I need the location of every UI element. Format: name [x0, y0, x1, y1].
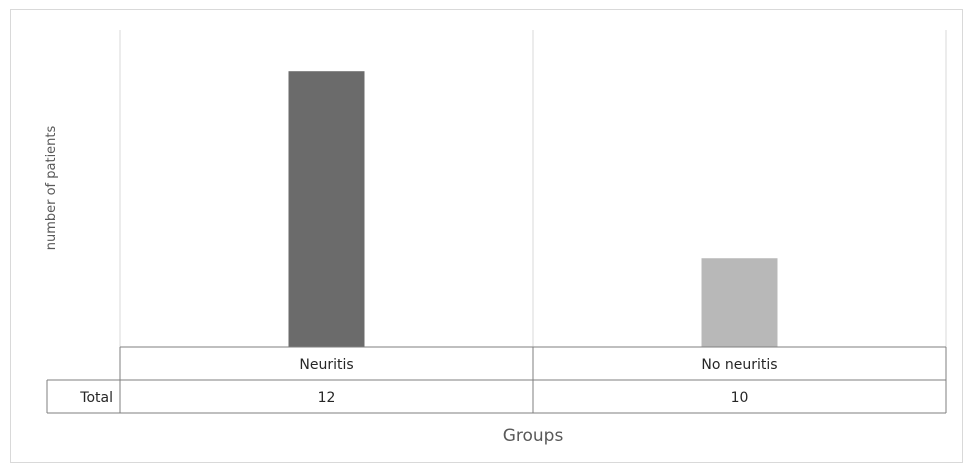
- series-row-label: Total: [79, 390, 113, 406]
- value-label-neuritis: 12: [318, 390, 336, 406]
- bars-group: [288, 71, 778, 348]
- x-axis-label: Groups: [503, 426, 564, 446]
- y-axis-label: number of patients: [44, 125, 59, 250]
- category-label-no-neuritis: No neuritis: [701, 357, 777, 373]
- category-label-neuritis: Neuritis: [299, 357, 353, 373]
- bar-neuritis: [288, 71, 365, 348]
- data-table: [46, 346, 947, 414]
- bar-no-neuritis: [701, 258, 778, 347]
- value-label-no-neuritis: 10: [731, 390, 749, 406]
- chart-frame: [10, 9, 963, 463]
